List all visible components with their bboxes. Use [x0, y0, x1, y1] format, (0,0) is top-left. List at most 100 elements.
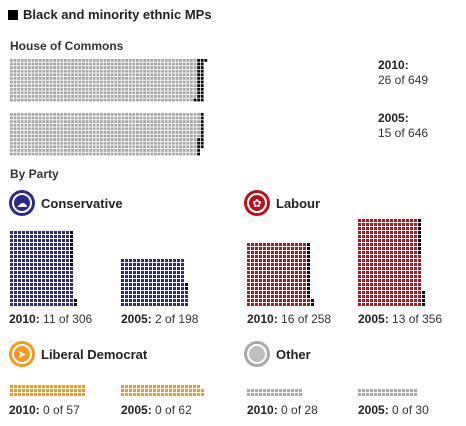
mp-square	[150, 62, 154, 66]
mp-square	[179, 91, 182, 95]
commons-2005-waffle	[10, 113, 204, 156]
mp-square	[182, 152, 186, 156]
mp-square	[35, 152, 38, 156]
mp-square	[295, 279, 298, 282]
mp-square	[132, 134, 136, 138]
mp-square	[175, 149, 179, 152]
mp-square	[271, 303, 274, 306]
mp-square	[31, 98, 35, 102]
mp-square	[46, 389, 49, 392]
mp-square	[154, 98, 157, 102]
mp-square	[60, 77, 64, 80]
bme-mp-square	[311, 303, 314, 306]
mp-square	[168, 87, 172, 91]
mp-square	[34, 231, 37, 234]
other-2005-waffle	[358, 389, 417, 396]
mp-square	[374, 393, 377, 396]
mp-square	[179, 87, 182, 91]
mp-square	[161, 141, 164, 145]
mp-square	[17, 69, 20, 73]
mp-square	[31, 95, 35, 98]
mp-square	[49, 95, 53, 98]
mp-square	[74, 80, 78, 84]
mp-square	[49, 87, 53, 91]
mp-square	[82, 393, 85, 396]
mp-square	[366, 267, 369, 270]
bme-mp-square	[200, 113, 204, 116]
bme-mp-square	[307, 275, 310, 278]
mp-square	[35, 134, 38, 138]
mp-square	[10, 389, 13, 392]
commons-2010-waffle	[10, 59, 208, 102]
mp-square	[193, 95, 197, 98]
mp-square	[186, 131, 190, 134]
mp-square	[172, 80, 175, 84]
mp-square	[28, 127, 31, 131]
mp-square	[143, 73, 146, 77]
mp-square	[114, 123, 118, 127]
mp-square	[394, 263, 397, 266]
party-name-libdem: Liberal Democrat	[41, 346, 148, 362]
mp-square	[146, 141, 150, 145]
mp-square	[17, 91, 20, 95]
mp-square	[64, 131, 67, 134]
mp-square	[362, 235, 365, 238]
mp-square	[28, 149, 31, 152]
mp-square	[132, 131, 136, 134]
mp-square	[181, 259, 184, 262]
mp-square	[263, 291, 266, 294]
commons-2005-label: 2005: 15 of 646	[378, 111, 428, 141]
mp-square	[186, 149, 190, 152]
mp-square	[251, 283, 254, 286]
mp-square	[402, 267, 405, 270]
mp-square	[366, 259, 369, 262]
mp-square	[139, 113, 143, 116]
mp-square	[133, 291, 136, 294]
mp-square	[92, 80, 96, 84]
mp-square	[386, 239, 389, 242]
mp-square	[34, 271, 37, 274]
mp-square	[26, 275, 29, 278]
mp-square	[247, 291, 250, 294]
mp-square	[129, 385, 132, 388]
mp-square	[168, 84, 172, 87]
mp-square	[125, 95, 128, 98]
mp-square	[78, 134, 82, 138]
mp-square	[251, 393, 254, 396]
mp-square	[193, 134, 197, 138]
bme-mp-square	[200, 116, 204, 120]
mp-square	[103, 59, 107, 62]
mp-square	[82, 127, 85, 131]
mp-square	[35, 123, 38, 127]
mp-square	[128, 80, 132, 84]
mp-square	[141, 283, 144, 286]
mp-square	[92, 62, 96, 66]
mp-square	[125, 263, 128, 266]
mp-square	[287, 393, 290, 396]
mp-square	[46, 271, 49, 274]
mp-square	[46, 287, 49, 290]
party-header-labour: ✿ Labour	[244, 190, 320, 216]
mp-square	[259, 263, 262, 266]
mp-square	[179, 149, 182, 152]
mp-square	[96, 149, 100, 152]
mp-square	[50, 243, 53, 246]
mp-square	[62, 299, 65, 302]
mp-square	[182, 98, 186, 102]
mp-square	[386, 231, 389, 234]
mp-square	[42, 87, 46, 91]
bme-mp-square	[418, 231, 421, 234]
mp-square	[30, 263, 33, 266]
mp-square	[157, 389, 160, 392]
mp-square	[172, 120, 175, 123]
libdem-2010-waffle	[10, 385, 85, 396]
mp-square	[38, 98, 42, 102]
bme-mp-square	[70, 231, 73, 234]
mp-square	[34, 279, 37, 282]
mp-square	[53, 80, 56, 84]
mp-square	[169, 303, 172, 306]
mp-square	[133, 389, 136, 392]
mp-square	[28, 123, 31, 127]
mp-square	[410, 267, 413, 270]
mp-square	[267, 251, 270, 254]
